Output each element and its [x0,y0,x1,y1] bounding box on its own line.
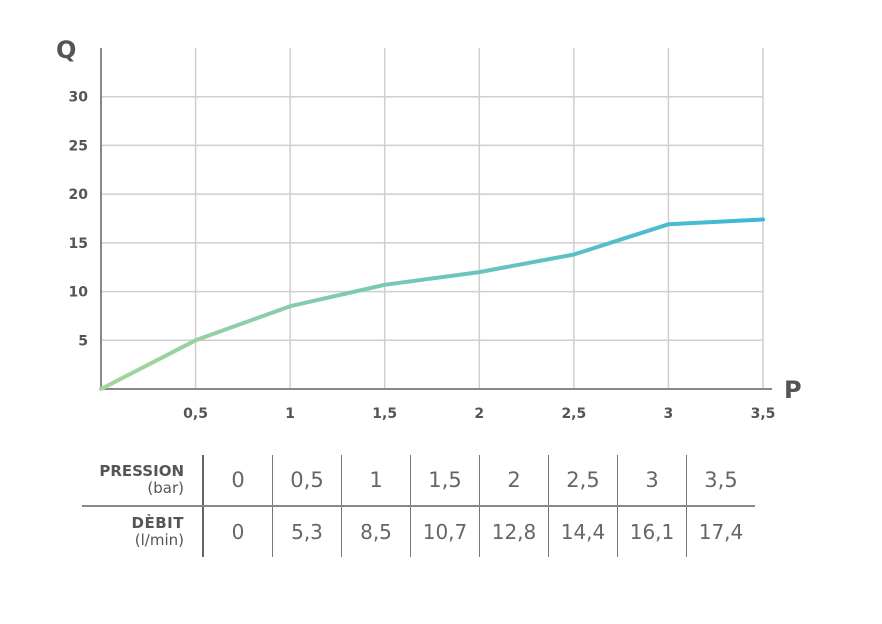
flow-row: DÈBIT (l/min) 0 5,3 8,5 10,7 12,8 14,4 16,1 17,… [82,506,755,557]
x-tick-label: 0,5 [183,406,208,422]
x-tick-label: 1,5 [372,406,397,422]
flow-cell: 14,4 [548,506,618,557]
flow-unit: (l/min) [134,531,184,549]
pressure-cell: 3,5 [686,455,755,507]
grid [101,48,764,389]
x-tick-label: 3,5 [751,406,776,422]
x-tick-label: 3 [664,406,674,422]
flow-cell: 12,8 [479,506,549,557]
pressure-cell: 0 [202,455,273,507]
pressure-label: PRESSION [99,462,184,480]
flow-label: DÈBIT [131,514,184,532]
flow-series-line [99,217,765,391]
y-axis-label: Q [56,36,76,64]
pressure-row: PRESSION (bar) 0 0,5 1 1,5 2 2,5 3 3,5 [82,455,755,507]
y-tick-label: 25 [69,138,88,154]
flow-pressure-chart: 5 10 15 20 25 30 0,5 1 1,5 2 2,5 3 3,5 Q P [56,36,802,422]
y-tick-label: 20 [69,187,89,203]
x-tick-label: 2 [474,406,484,422]
flow-header: DÈBIT (l/min) [82,506,203,557]
pressure-cell: 0,5 [272,455,342,507]
flow-cell: 0 [202,506,273,557]
x-tick-label: 2,5 [561,406,586,422]
pressure-cell: 2 [479,455,549,507]
y-tick-label: 15 [69,236,88,252]
x-tick-label: 1 [285,406,295,422]
pressure-cell: 1,5 [410,455,480,507]
flow-table: PRESSION (bar) 0 0,5 1 1,5 2 2,5 3 3,5 DÈBIT (l… [82,455,755,557]
pressure-cell: 1 [341,455,411,507]
flow-cell: 17,4 [686,506,755,557]
pressure-header: PRESSION (bar) [82,455,203,507]
flow-cell: 10,7 [410,506,480,557]
x-axis-label: P [784,376,802,404]
axes [100,48,772,390]
pressure-unit: (bar) [147,479,184,497]
y-tick-label: 10 [69,285,89,301]
flow-cell: 5,3 [272,506,342,557]
y-tick-label: 30 [69,90,89,106]
pressure-cell: 3 [617,455,687,507]
y-tick-label: 5 [78,333,88,349]
flow-cell: 8,5 [341,506,411,557]
pressure-cell: 2,5 [548,455,618,507]
flow-cell: 16,1 [617,506,687,557]
